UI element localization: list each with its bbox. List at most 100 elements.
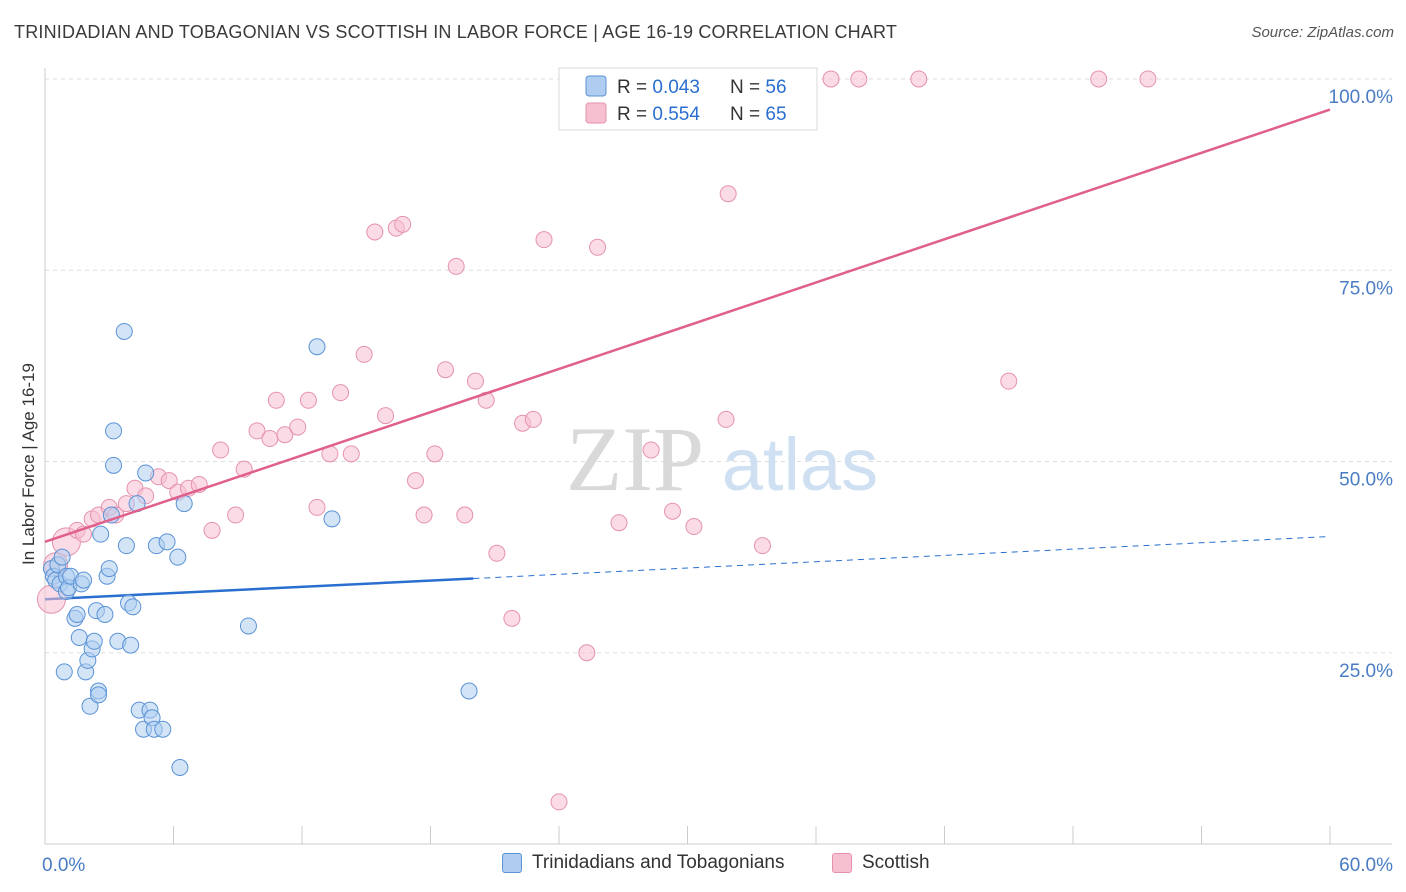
point-scottish	[535, 231, 553, 249]
point-trinidadian	[154, 720, 172, 738]
point-scottish	[366, 223, 384, 241]
axes	[44, 68, 1392, 845]
legend-n-value-1: 65	[765, 104, 786, 125]
point-trinidadian	[105, 422, 123, 440]
point-scottish	[578, 644, 596, 662]
point-trinidadian	[117, 537, 135, 555]
svg-text:R = 0.043: R = 0.043	[617, 77, 700, 98]
point-scottish	[415, 506, 433, 524]
point-trinidadian	[53, 548, 71, 566]
legend-bottom: Trinidadians and Tobagonians Scottish	[0, 850, 1406, 880]
point-scottish	[248, 422, 266, 440]
y-tick-label-2: 75.0%	[1339, 278, 1393, 299]
point-scottish	[850, 70, 868, 88]
point-scottish	[685, 518, 703, 536]
legend-swatch-trinidadian-bottom	[502, 853, 522, 873]
chart-title: TRINIDADIAN AND TOBAGONIAN VS SCOTTISH I…	[14, 22, 898, 42]
point-trinidadian	[137, 464, 155, 482]
point-scottish	[342, 445, 360, 463]
legend-swatch-scottish	[585, 102, 607, 124]
trend-lines-scottish	[44, 108, 1331, 544]
y-axis-label: In Labor Force | Age 16-19	[19, 363, 38, 565]
svg-text:N = 65: N = 65	[730, 104, 787, 125]
y-tick-label-0: 25.0%	[1339, 661, 1393, 682]
x-tick-label-1: 60.0%	[1339, 855, 1393, 876]
point-scottish	[447, 257, 465, 275]
point-trinidadian	[81, 697, 99, 715]
point-trinidadian	[105, 456, 123, 474]
point-scottish	[1090, 70, 1108, 88]
point-scottish	[289, 418, 307, 436]
trend-line-scottish	[44, 108, 1331, 544]
trend-lines-trinidadian	[44, 535, 1331, 601]
point-trinidadian	[158, 533, 176, 551]
point-scottish	[753, 537, 771, 555]
point-scottish	[717, 410, 735, 428]
point-trinidadian	[85, 632, 103, 650]
point-scottish	[1139, 70, 1157, 88]
point-scottish	[642, 441, 660, 459]
svg-text:R = 0.554: R = 0.554	[617, 104, 700, 125]
y-tick-label-1: 50.0%	[1339, 470, 1393, 491]
point-trinidadian	[122, 636, 140, 654]
point-trinidadian	[169, 548, 187, 566]
source-label: Source: ZipAtlas.com	[1251, 24, 1394, 41]
point-scottish	[610, 514, 628, 532]
watermark: ZIP atlas	[566, 408, 878, 510]
point-scottish	[332, 384, 350, 402]
point-scottish	[589, 238, 607, 256]
point-trinidadian	[90, 686, 108, 704]
point-scottish	[276, 426, 294, 444]
point-trinidadian	[124, 598, 142, 616]
watermark-zip: ZIP	[566, 408, 704, 510]
point-trinidadian	[68, 606, 86, 623]
legend-r-label-1: R =	[617, 104, 652, 125]
legend-swatch-trinidadian	[585, 75, 607, 97]
point-scottish	[664, 502, 682, 520]
point-scottish	[212, 441, 230, 459]
point-trinidadian	[171, 759, 189, 776]
point-scottish	[160, 472, 178, 490]
point-scottish	[299, 391, 317, 409]
legend-n-value-0: 56	[765, 77, 786, 98]
point-trinidadian	[92, 525, 110, 543]
point-trinidadian	[75, 571, 93, 589]
x-tick-label-0: 0.0%	[42, 855, 85, 876]
tick-labels: 25.0% 50.0% 75.0% 100.0% 0.0% 60.0%	[42, 87, 1393, 876]
points-scottish	[36, 70, 1157, 811]
legend-item-scottish[interactable]: Scottish	[832, 852, 930, 874]
svg-text:N = 56: N = 56	[730, 77, 787, 98]
point-scottish	[203, 521, 221, 539]
point-trinidadian	[308, 338, 326, 356]
point-scottish	[1000, 372, 1018, 390]
point-trinidadian	[55, 663, 73, 681]
point-scottish	[267, 391, 285, 409]
legend-r-value-0: 0.043	[652, 77, 700, 98]
point-scottish	[394, 215, 412, 233]
point-scottish	[436, 361, 454, 379]
legend-top: R = 0.043 N = 56 R = 0.554 N = 65	[558, 67, 818, 131]
point-scottish	[308, 498, 326, 516]
point-scottish	[377, 407, 395, 425]
legend-r-label-0: R =	[617, 77, 652, 98]
point-scottish	[550, 793, 568, 811]
legend-n-label-1: N =	[730, 104, 765, 125]
point-trinidadian	[460, 682, 478, 700]
point-trinidadian	[239, 617, 257, 635]
legend-item-trinidadian[interactable]: Trinidadians and Tobagonians	[502, 852, 784, 874]
point-trinidadian	[100, 560, 118, 578]
legend-swatch-scottish-bottom	[832, 853, 852, 873]
legend-label-trinidadian: Trinidadians and Tobagonians	[532, 852, 785, 873]
point-scottish	[456, 506, 474, 524]
legend-n-label-0: N =	[730, 77, 765, 98]
point-scottish	[488, 544, 506, 562]
point-scottish	[719, 185, 737, 203]
point-scottish	[466, 372, 484, 390]
point-trinidadian	[115, 322, 133, 340]
point-scottish	[426, 445, 444, 463]
grid-lines	[45, 78, 1392, 654]
y-tick-label-3: 100.0%	[1329, 87, 1394, 108]
point-trinidadian	[96, 606, 114, 623]
trend-line-trinidadian	[44, 577, 474, 601]
